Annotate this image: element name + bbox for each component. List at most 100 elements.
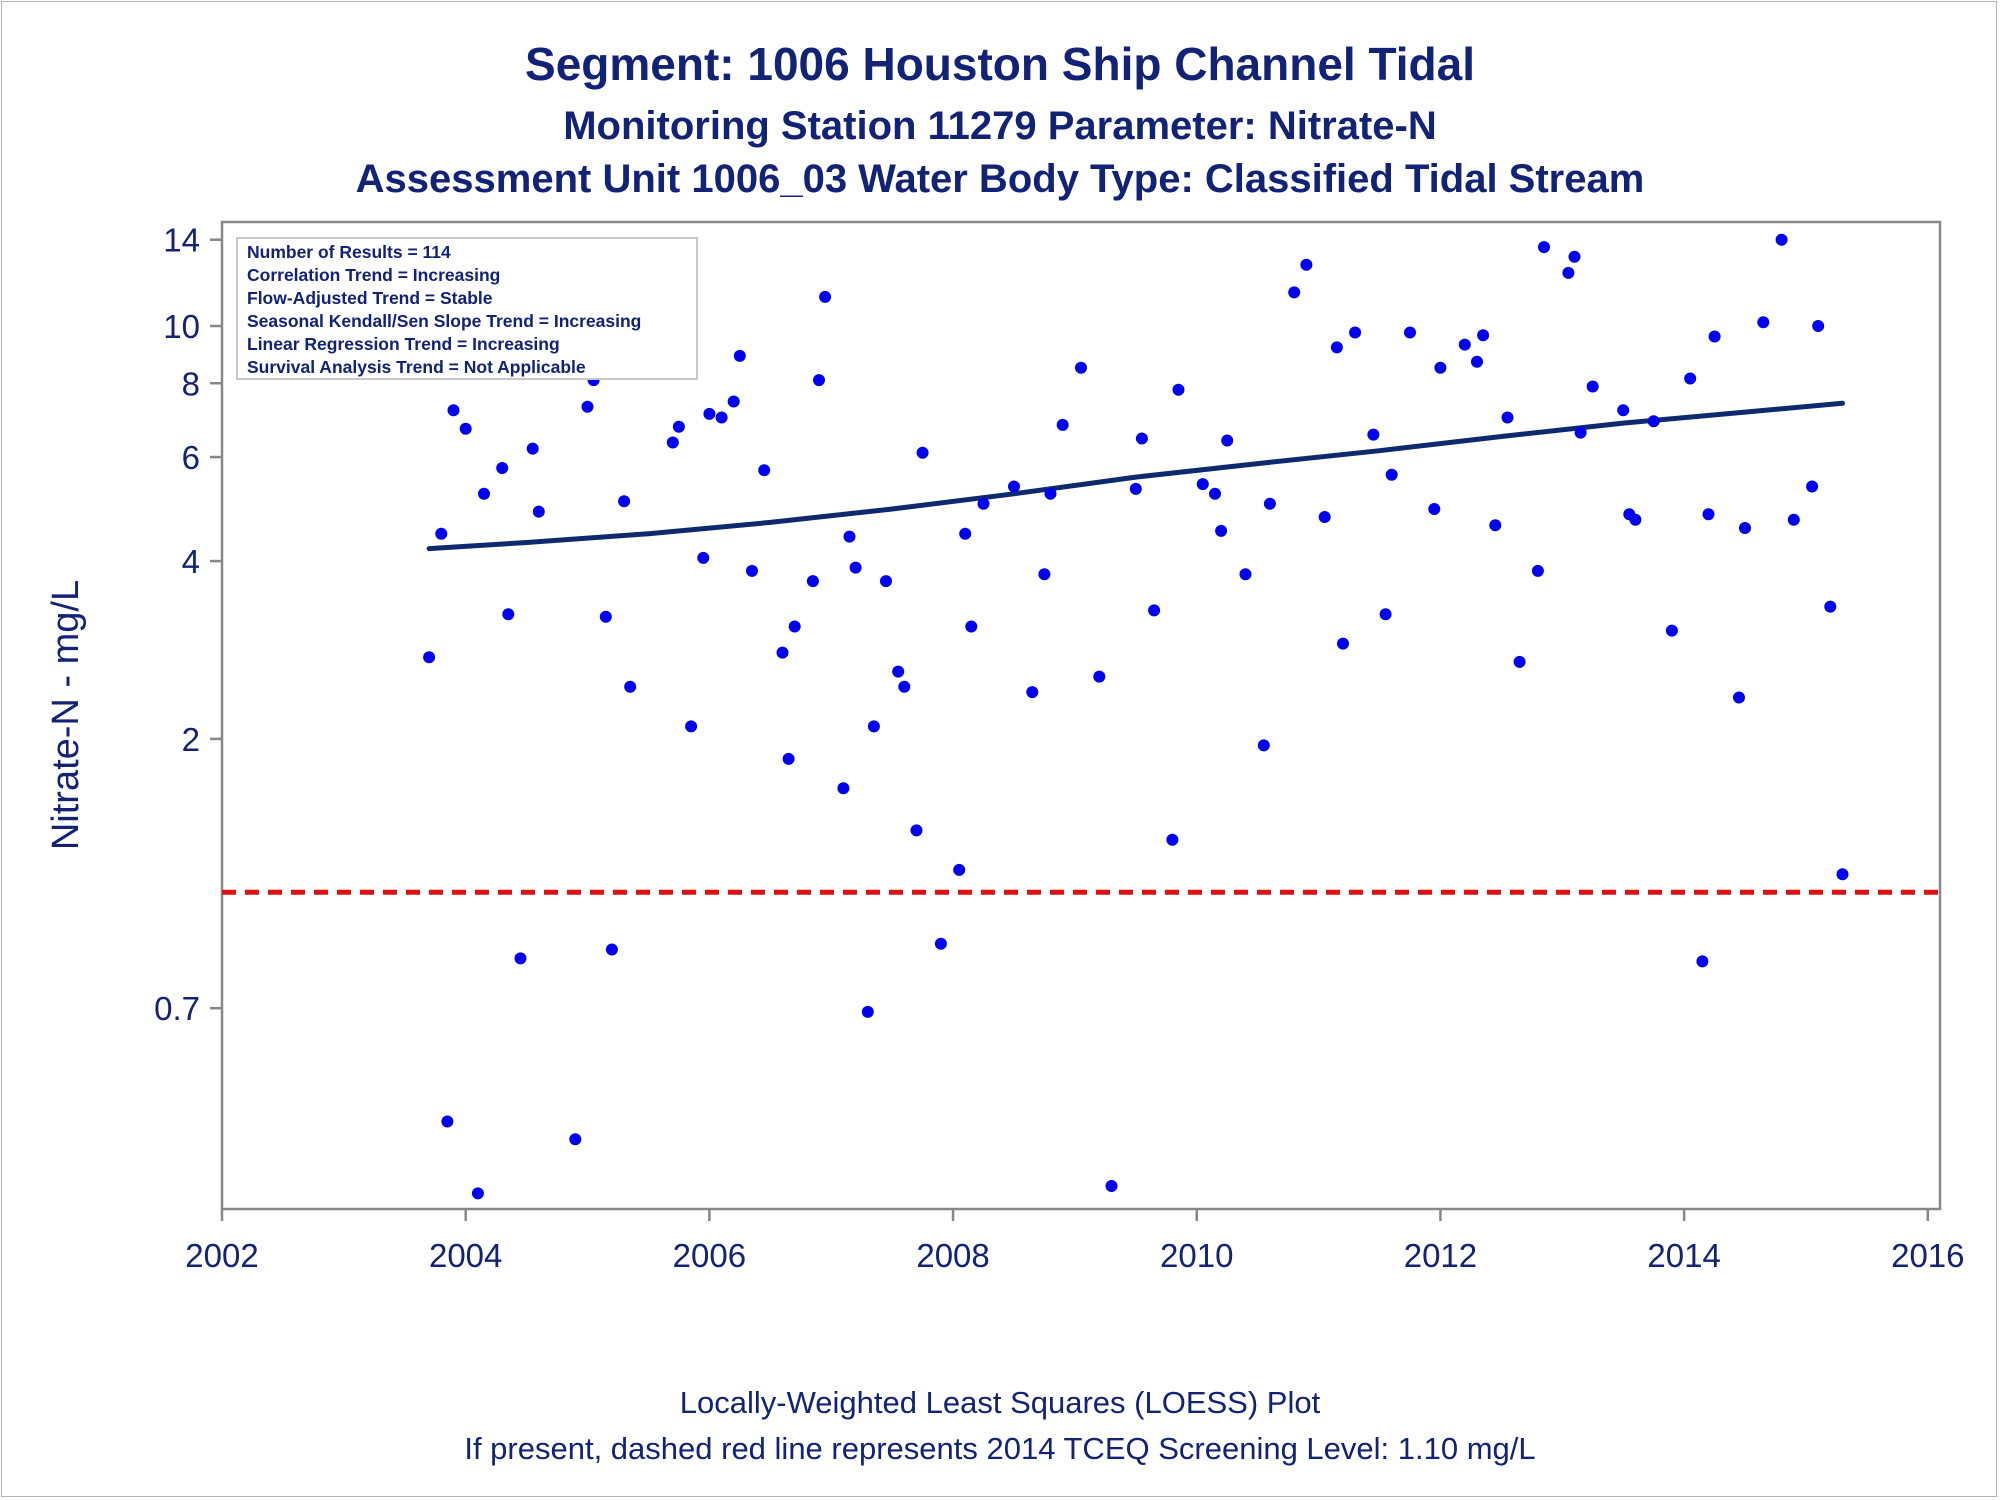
data-point-36 xyxy=(819,290,832,303)
stats-line-linear-regression: Linear Regression Trend = Increasing xyxy=(247,334,560,354)
data-point-29 xyxy=(746,564,758,577)
data-point-41 xyxy=(867,720,880,733)
data-point-94 xyxy=(1574,426,1587,439)
data-point-43 xyxy=(892,665,905,678)
stats-line-flow-adjusted: Flow-Adjusted Trend = Stable xyxy=(247,288,493,308)
data-point-32 xyxy=(782,752,795,765)
data-point-79 xyxy=(1379,608,1392,621)
footnotes: Locally-Weighted Least Squares (LOESS) P… xyxy=(464,1385,1535,1466)
y-axis: 0.7 2 4 6 8 10 14 xyxy=(154,222,222,1027)
data-point-55 xyxy=(1044,487,1057,500)
data-point-15 xyxy=(581,400,594,413)
data-point-101 xyxy=(1684,372,1697,385)
data-point-26 xyxy=(715,411,728,424)
data-point-73 xyxy=(1300,258,1313,271)
data-point-66 xyxy=(1209,487,1221,500)
data-point-68 xyxy=(1221,434,1234,447)
loess-layer xyxy=(426,400,1845,552)
data-point-106 xyxy=(1739,522,1751,534)
stats-line-survival-analysis: Survival Analysis Trend = Not Applicable xyxy=(247,357,586,377)
data-point-102 xyxy=(1696,955,1709,968)
data-point-110 xyxy=(1806,480,1819,493)
chart-subtitle-assessment: Assessment Unit 1006_03 Water Body Type:… xyxy=(356,157,1645,201)
data-point-96 xyxy=(1617,404,1630,417)
data-point-76 xyxy=(1337,637,1349,650)
stats-line-results: Number of Results = 114 xyxy=(247,242,451,262)
footnote-screening-level: If present, dashed red line represents 2… xyxy=(464,1431,1535,1466)
data-point-6 xyxy=(478,487,490,500)
data-point-48 xyxy=(953,863,966,876)
data-point-61 xyxy=(1135,432,1148,445)
plot-area-frame xyxy=(220,220,1942,1211)
data-point-27 xyxy=(727,395,740,408)
data-point-54 xyxy=(1038,568,1051,581)
data-point-59 xyxy=(1105,1180,1118,1192)
data-point-88 xyxy=(1501,411,1514,424)
data-point-51 xyxy=(977,497,990,510)
data-point-75 xyxy=(1330,341,1343,354)
data-point-69 xyxy=(1239,568,1252,581)
x-tick-label-0: 2002 xyxy=(185,1237,258,1274)
data-point-60 xyxy=(1129,482,1142,495)
data-point-109 xyxy=(1787,513,1800,526)
data-point-90 xyxy=(1531,564,1544,577)
data-point-42 xyxy=(880,575,892,588)
data-point-10 xyxy=(526,442,539,455)
data-point-8 xyxy=(502,608,515,621)
stats-box: Number of Results = 114 Correlation Tren… xyxy=(236,237,698,380)
y-tick-label-5: 10 xyxy=(163,308,200,345)
data-point-11 xyxy=(532,505,545,518)
data-point-9 xyxy=(514,952,527,965)
data-point-44 xyxy=(898,680,911,693)
data-point-35 xyxy=(813,374,825,387)
data-point-7 xyxy=(496,462,509,474)
data-point-71 xyxy=(1263,497,1276,510)
data-point-70 xyxy=(1257,739,1270,752)
data-point-3 xyxy=(447,404,460,417)
data-point-17 xyxy=(599,610,612,623)
data-point-107 xyxy=(1757,316,1770,329)
data-point-81 xyxy=(1404,326,1416,339)
titles: Segment: 1006 Houston Ship Channel Tidal… xyxy=(356,38,1645,201)
data-point-87 xyxy=(1489,519,1502,532)
data-point-64 xyxy=(1172,383,1185,396)
data-point-37 xyxy=(837,782,850,795)
data-point-34 xyxy=(806,575,819,588)
chart-subtitle-station: Monitoring Station 11279 Parameter: Nitr… xyxy=(563,104,1437,148)
data-point-40 xyxy=(861,1005,874,1018)
data-point-23 xyxy=(685,720,698,733)
y-tick-label-6: 14 xyxy=(163,222,200,259)
footnote-loess: Locally-Weighted Least Squares (LOESS) P… xyxy=(680,1385,1321,1420)
data-point-22 xyxy=(672,420,685,433)
data-point-39 xyxy=(849,561,862,574)
data-point-108 xyxy=(1775,233,1788,246)
data-point-78 xyxy=(1367,428,1380,441)
data-points-layer xyxy=(423,233,1849,1200)
x-tick-label-1: 2004 xyxy=(429,1237,502,1274)
data-point-65 xyxy=(1196,478,1209,491)
data-point-0 xyxy=(423,651,436,664)
data-point-33 xyxy=(788,620,801,633)
y-tick-label-2: 4 xyxy=(182,543,200,580)
stats-box-frame xyxy=(236,237,698,380)
data-point-63 xyxy=(1166,833,1179,846)
chart-title: Segment: 1006 Houston Ship Channel Tidal xyxy=(525,38,1475,90)
x-tick-label-6: 2014 xyxy=(1647,1237,1720,1274)
data-point-21 xyxy=(666,436,679,449)
data-point-31 xyxy=(776,646,789,659)
data-point-82 xyxy=(1428,503,1441,515)
data-point-72 xyxy=(1288,286,1301,299)
data-point-67 xyxy=(1215,524,1228,537)
x-tick-label-3: 2008 xyxy=(916,1237,989,1274)
x-tick-label-4: 2010 xyxy=(1160,1237,1233,1274)
stats-line-correlation: Correlation Trend = Increasing xyxy=(247,265,500,285)
data-point-50 xyxy=(965,620,978,633)
data-point-1 xyxy=(435,527,448,540)
x-tick-label-2: 2006 xyxy=(673,1237,746,1274)
data-point-53 xyxy=(1026,686,1039,699)
data-point-47 xyxy=(934,937,947,950)
y-axis-title: Nitrate-N - mg/L xyxy=(45,580,87,850)
y-tick-label-1: 2 xyxy=(182,721,200,758)
data-point-2 xyxy=(441,1115,454,1128)
